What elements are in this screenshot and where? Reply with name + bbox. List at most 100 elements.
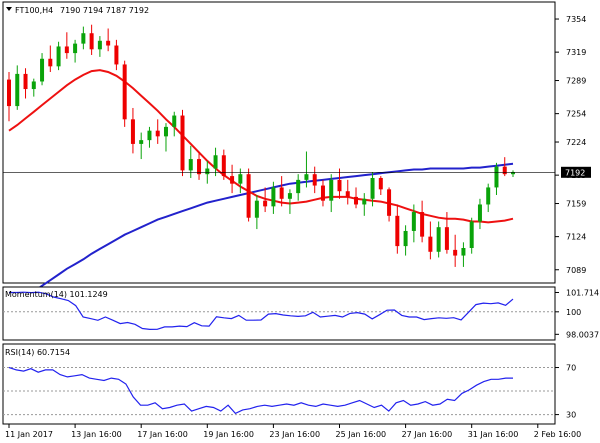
sma100-line <box>8 162 514 310</box>
candle-body <box>23 73 28 90</box>
price-tick-label: 7289 <box>566 77 586 86</box>
time-tick-label: 23 Jan 16:00 <box>269 430 320 439</box>
candle-body <box>56 46 61 67</box>
candle-body <box>477 204 482 222</box>
momentum-label: Momentum(14) 101.1249 <box>5 290 108 299</box>
candle-body <box>197 159 202 175</box>
candle-body <box>163 126 168 137</box>
candle-body <box>64 46 69 54</box>
candle-body <box>494 166 499 188</box>
candle-body <box>453 249 458 256</box>
candle <box>320 179 325 207</box>
candle <box>469 217 474 254</box>
candle <box>477 198 482 230</box>
candle <box>221 149 226 180</box>
sma20-line <box>8 69 514 224</box>
candle-body <box>172 115 177 127</box>
candle <box>444 212 449 254</box>
candle <box>81 26 86 50</box>
time-tick-label: 17 Jan 16:00 <box>137 430 188 439</box>
candle <box>97 36 102 57</box>
candle <box>122 60 127 127</box>
candle <box>370 172 375 207</box>
candle <box>56 41 61 71</box>
momentum-tick-label: 98.0037 <box>566 330 599 339</box>
candle <box>163 123 168 152</box>
dropdown-arrow-icon[interactable] <box>6 7 12 11</box>
candle <box>304 151 309 188</box>
candle <box>271 181 276 214</box>
candle-body <box>296 179 301 194</box>
candle-body <box>320 185 325 201</box>
price-axis: 735473197289725472247189715971247089 <box>555 15 586 275</box>
candle <box>15 65 20 110</box>
candle-body <box>81 33 86 44</box>
candle-body <box>213 155 218 169</box>
price-tick-label: 7124 <box>566 233 586 242</box>
time-tick-label: 13 Jan 16:00 <box>71 430 122 439</box>
momentum-panel: 101.714 100 98.0037 Momentum(14) 101.1249 <box>2 286 599 341</box>
price-tick-label: 7254 <box>566 110 586 119</box>
candle-body <box>40 58 45 82</box>
price-tick-label: 7319 <box>566 48 586 57</box>
candle-body <box>312 174 317 186</box>
candle-body <box>444 227 449 250</box>
candle-body <box>395 215 400 247</box>
candle <box>453 234 458 267</box>
candle <box>494 162 499 196</box>
time-tick-label: 11 Jan 2017 <box>5 430 53 439</box>
candle-body <box>329 179 334 201</box>
candle <box>114 39 119 71</box>
candle-body <box>254 200 259 218</box>
candle <box>48 45 53 73</box>
candle-body <box>428 236 433 252</box>
candle <box>254 195 259 230</box>
candle-body <box>502 166 507 175</box>
candle-body <box>7 79 11 107</box>
candle <box>246 168 251 222</box>
time-tick-label: 31 Jan 16:00 <box>468 430 519 439</box>
time-tick-label: 2 Feb 16:00 <box>534 430 581 439</box>
candle-body <box>147 130 152 141</box>
momentum-plot-area <box>3 291 555 331</box>
candle <box>147 126 152 148</box>
candle-body <box>106 40 111 46</box>
candle <box>329 174 334 213</box>
candle <box>279 176 284 207</box>
candle-body <box>221 155 226 177</box>
candle-body <box>73 43 78 54</box>
rsi-plot-area <box>3 366 555 416</box>
candle <box>40 53 45 86</box>
price-tick-label: 7089 <box>566 266 586 275</box>
candle <box>395 204 400 254</box>
candle-body <box>304 174 309 180</box>
candle-body <box>511 172 515 175</box>
candle-body <box>461 247 466 256</box>
rsi-tick-label: 30 <box>566 411 576 420</box>
momentum-tick-label: 100 <box>566 308 581 317</box>
candle-body <box>114 45 119 65</box>
candle-body <box>48 58 53 67</box>
candle-body <box>287 193 292 199</box>
candle-body <box>230 176 235 184</box>
candle <box>263 187 268 213</box>
candle <box>180 109 185 177</box>
candle-body <box>271 187 276 207</box>
current-price-label: 7192 <box>565 168 585 177</box>
candle-body <box>122 64 127 120</box>
candle-body <box>263 200 268 207</box>
price-tick-label: 7159 <box>566 200 586 209</box>
candle <box>362 193 367 216</box>
candle <box>64 32 69 59</box>
time-tick-label: 27 Jan 16:00 <box>402 430 453 439</box>
candle-body <box>345 191 350 197</box>
rsi-panel: 70 30 RSI(14) 60.7154 <box>2 343 576 425</box>
candle <box>345 179 350 205</box>
candle-body <box>15 73 20 107</box>
candle <box>461 242 466 267</box>
candle <box>378 176 383 196</box>
candle <box>89 24 94 55</box>
momentum-tick-label: 101.714 <box>566 288 599 297</box>
candle <box>428 221 433 260</box>
